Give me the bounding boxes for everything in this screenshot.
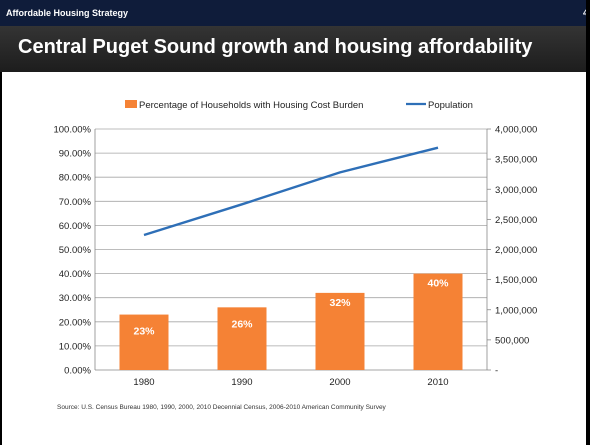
slide-title: Central Puget Sound growth and housing a… [18,36,533,58]
bar [315,292,365,370]
source-note: Source: U.S. Census Bureau 1980, 1990, 2… [57,404,386,411]
x-tick-label: 1980 [133,377,154,388]
y-left-tick-label: 80.00% [59,173,92,184]
y-right-tick-label: 500,000 [495,335,529,346]
bar [217,307,267,370]
y-left-tick-label: 60.00% [59,221,92,232]
bar-data-label: 32% [329,297,351,309]
x-tick-label: 2000 [329,377,350,388]
right-border [586,0,590,445]
left-border [0,72,2,445]
x-tick-label: 1990 [231,377,252,388]
bar [119,314,169,370]
header-strip: Affordable Housing Strategy 4 [0,0,590,26]
y-left-tick-label: 30.00% [59,293,92,304]
title-bar: Central Puget Sound growth and housing a… [0,26,590,72]
bar-data-label: 26% [231,318,253,330]
legend-swatch-bar [125,100,137,108]
y-right-tick-label: 2,000,000 [495,245,537,256]
y-right-tick-label: 4,000,000 [495,125,537,136]
y-left-tick-label: 0.00% [64,366,91,377]
legend-label-line: Population [428,100,473,111]
legend-label-bar: Percentage of Households with Housing Co… [139,100,363,111]
population-line [143,146,439,237]
y-right-tick-label: 1,500,000 [495,275,537,286]
y-left-tick-label: 70.00% [59,197,92,208]
bar-data-label: 40% [427,278,449,290]
x-tick-label: 2010 [427,377,448,388]
page-number: 4 [583,8,588,18]
y-right-tick-label: 2,500,000 [495,215,537,226]
y-right-tick-label: - [495,366,498,377]
y-left-tick-label: 90.00% [59,149,92,160]
y-right-tick-label: 3,000,000 [495,185,537,196]
y-left-tick-label: 10.00% [59,341,92,352]
y-right-tick-label: 3,500,000 [495,155,537,166]
bar-data-label: 23% [133,326,155,338]
y-left-tick-label: 50.00% [59,245,92,256]
y-left-tick-label: 40.00% [59,269,92,280]
y-left-tick-label: 100.00% [53,125,91,136]
bar [413,273,463,370]
y-right-tick-label: 1,000,000 [495,305,537,316]
y-left-tick-label: 20.00% [59,317,92,328]
header-label: Affordable Housing Strategy [6,8,129,18]
